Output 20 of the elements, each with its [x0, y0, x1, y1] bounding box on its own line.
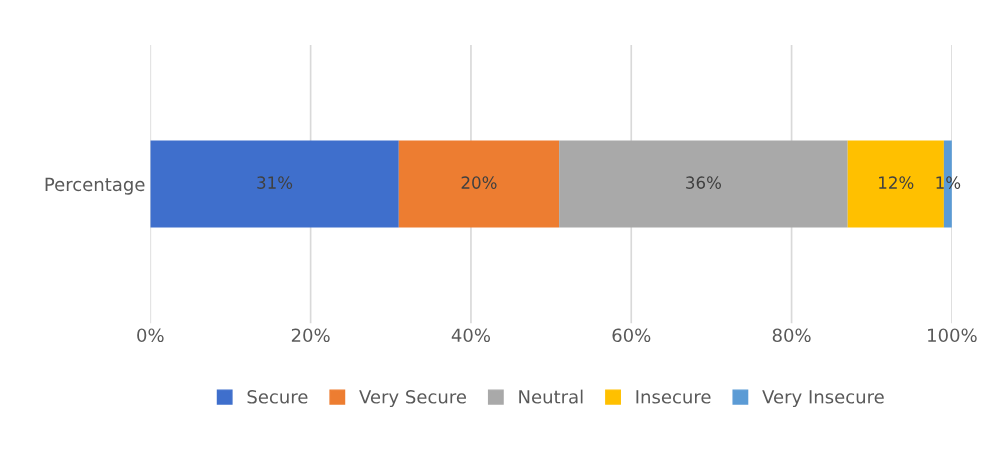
y-tick-label: Percentage	[45, 177, 145, 195]
legend-label: Very Insecure	[762, 390, 884, 408]
legend-label: Neutral	[519, 389, 583, 404]
legend-label: Secure	[247, 389, 308, 404]
bar	[398, 140, 560, 228]
data-label: 20%	[461, 176, 497, 189]
x-tick-label: 100%	[928, 328, 977, 343]
bar	[559, 140, 848, 228]
x-tick-label: 60%	[612, 328, 651, 343]
data-label: 31%	[257, 176, 293, 189]
data-label: 36%	[686, 176, 722, 189]
legend-label: Very Secure	[359, 389, 466, 408]
x-tick-label: 20%	[291, 328, 330, 343]
x-tick-label: 80%	[772, 328, 811, 343]
legend-label: Insecure	[636, 390, 711, 404]
x-tick-label: 40%	[451, 328, 491, 343]
data-label: 1%	[936, 176, 961, 189]
data-label: 12%	[879, 176, 914, 189]
x-tick-label: 0%	[137, 328, 164, 343]
bar	[150, 140, 399, 228]
